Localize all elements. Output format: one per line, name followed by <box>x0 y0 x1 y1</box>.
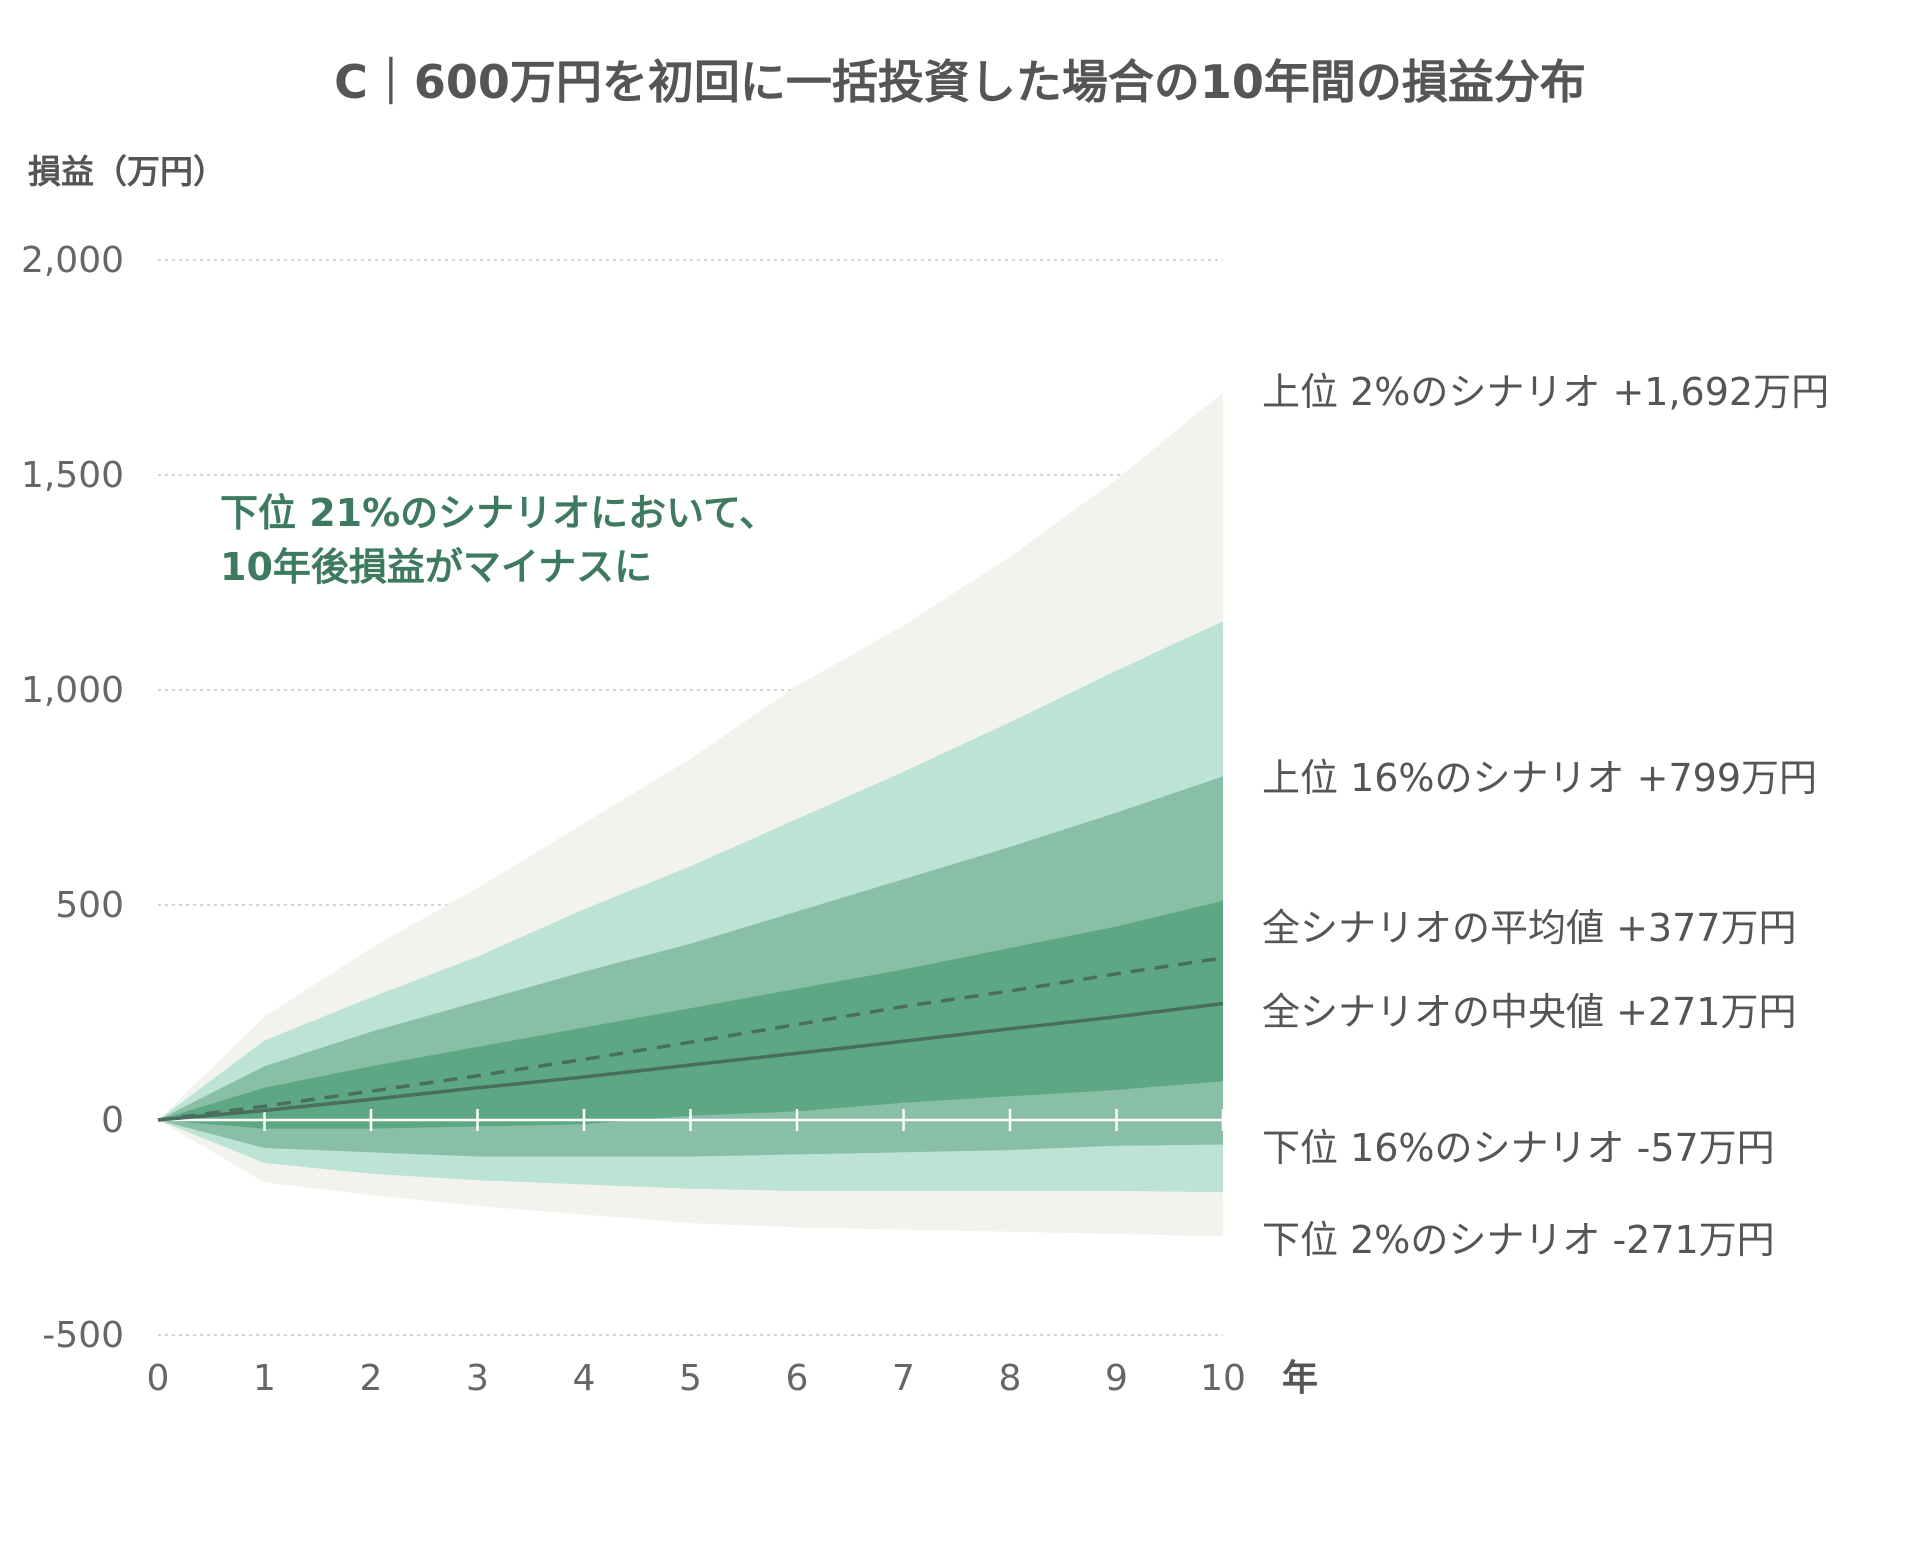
end-label: 上位 2%のシナリオ +1,692万円 <box>1262 370 1829 414</box>
series-line-mean <box>157 956 1224 1122</box>
y-tick-label: 1,500 <box>21 455 124 496</box>
end-label: 下位 2%のシナリオ -271万円 <box>1262 1218 1775 1262</box>
x-axis-unit: 年 <box>1282 1358 1318 1399</box>
percentile-bands <box>158 392 1223 1237</box>
end-label: 下位 16%のシナリオ -57万円 <box>1262 1126 1775 1170</box>
end-label: 全シナリオの平均値 +377万円 <box>1262 906 1796 950</box>
x-tick-label: 0 <box>147 1358 170 1399</box>
x-tick-label: 2 <box>360 1358 383 1399</box>
x-tick-label: 9 <box>1105 1358 1128 1399</box>
x-tick-label: 4 <box>573 1358 596 1399</box>
band-p30-p70 <box>158 900 1223 1129</box>
x-tick-label: 8 <box>999 1358 1022 1399</box>
annotation: 下位 21%のシナリオにおいて、 10年後損益がマイナスに <box>220 491 777 589</box>
x-tick-label: 3 <box>466 1358 489 1399</box>
x-tick-label: 7 <box>892 1358 915 1399</box>
x-tick-labels: 0 1 2 3 4 5 6 7 8 9 10 <box>147 1358 1246 1399</box>
annotation-line: 下位 21%のシナリオにおいて、 <box>220 491 777 535</box>
end-label: 上位 16%のシナリオ +799万円 <box>1262 756 1817 800</box>
y-tick-labels: 2,000 1,500 1,000 500 0 -500 <box>21 240 124 1356</box>
y-axis-label: 損益（万円） <box>28 152 226 191</box>
y-tick-label: -500 <box>42 1315 124 1356</box>
x-tick-label: 5 <box>679 1358 702 1399</box>
x-tick-label: 10 <box>1200 1358 1246 1399</box>
series-line-median <box>157 1001 1224 1122</box>
y-tick-label: 1,000 <box>21 670 124 711</box>
series-lines <box>157 956 1224 1122</box>
x-tick-label: 6 <box>786 1358 809 1399</box>
end-label: 全シナリオの中央値 +271万円 <box>1262 990 1796 1034</box>
y-tick-label: 500 <box>55 885 124 926</box>
chart-title: C｜600万円を初回に一括投資した場合の10年間の損益分布 <box>334 55 1586 109</box>
annotation-line: 10年後損益がマイナスに <box>220 545 652 589</box>
x-tick-label: 1 <box>253 1358 276 1399</box>
zero-axis <box>158 1109 1225 1131</box>
y-tick-label: 2,000 <box>21 240 124 281</box>
y-tick-label: 0 <box>101 1100 124 1141</box>
